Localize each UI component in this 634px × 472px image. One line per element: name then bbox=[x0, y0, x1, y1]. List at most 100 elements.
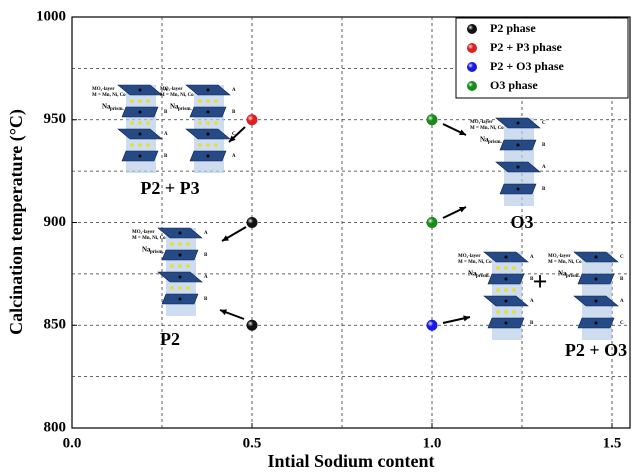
y-axis-label: Calcination temperature (°C) bbox=[6, 109, 27, 335]
chart: Intial Sodium content Calcination temper… bbox=[0, 0, 634, 472]
na-atom bbox=[138, 121, 142, 125]
annotation: O3 bbox=[510, 212, 533, 232]
na-atom bbox=[214, 143, 218, 147]
layer-label: MO₂-layer bbox=[132, 230, 155, 235]
layer-label: MO₂-layer bbox=[548, 254, 571, 259]
na-sub-label: prism. bbox=[110, 107, 125, 112]
legend-label: P2 + P3 phase bbox=[490, 40, 563, 54]
metal-atom bbox=[207, 111, 210, 114]
stacking-letter: C bbox=[542, 121, 546, 126]
legend-label: P2 + O3 phase bbox=[490, 59, 565, 73]
metal-atom bbox=[139, 89, 142, 92]
na-atom bbox=[178, 264, 182, 268]
metals-label: M = Mn, Ni, Co bbox=[458, 260, 492, 265]
na-atom bbox=[186, 264, 190, 268]
na-atom bbox=[512, 288, 516, 292]
metal-atom bbox=[139, 133, 142, 136]
metals-label: M = Mn, Ni, Co bbox=[92, 93, 126, 98]
na-atom bbox=[504, 310, 508, 314]
legend-highlight bbox=[467, 62, 477, 72]
na-atom bbox=[130, 99, 134, 103]
na-atom bbox=[214, 121, 218, 125]
na-atom bbox=[198, 143, 202, 147]
metal-atom bbox=[207, 155, 210, 158]
stacking-letter: A bbox=[232, 154, 236, 159]
x-axis-label: Intial Sodium content bbox=[267, 451, 434, 471]
y-tick-label: 800 bbox=[44, 419, 67, 435]
na-atom bbox=[186, 242, 190, 246]
legend-highlight bbox=[467, 43, 477, 53]
metal-atom bbox=[207, 133, 210, 136]
point-highlight bbox=[247, 114, 258, 125]
metals-label: M = Mn, Ni, Co bbox=[160, 93, 194, 98]
metal-atom bbox=[179, 254, 182, 257]
na-atom bbox=[146, 99, 150, 103]
y-tick-label: 900 bbox=[44, 214, 67, 230]
stacking-letter: B bbox=[164, 110, 168, 115]
metal-atom bbox=[505, 300, 508, 303]
stacking-letter: A bbox=[232, 88, 236, 93]
legend-label: O3 phase bbox=[490, 78, 538, 92]
metal-atom bbox=[505, 256, 508, 259]
stacking-letter: A bbox=[530, 255, 534, 260]
layer-label: MO₂-layer bbox=[470, 120, 493, 125]
metals-label: M = Mn, Ni, Co bbox=[470, 126, 504, 131]
legend-highlight bbox=[467, 24, 477, 34]
stacking-letter: A bbox=[542, 165, 546, 170]
metal-atom bbox=[139, 111, 142, 114]
na-atom bbox=[178, 242, 182, 246]
metal-atom bbox=[505, 322, 508, 325]
na-atom bbox=[214, 99, 218, 103]
point-highlight bbox=[427, 217, 438, 228]
na-atom bbox=[496, 288, 500, 292]
na-atom bbox=[130, 143, 134, 147]
stacking-letter: C bbox=[620, 321, 624, 326]
x-tick-label: 0.0 bbox=[63, 435, 82, 451]
metal-atom bbox=[179, 298, 182, 301]
na-atom bbox=[130, 121, 134, 125]
na-atom bbox=[496, 310, 500, 314]
plus-sign: + bbox=[533, 267, 548, 296]
na-sub-label: prism. bbox=[476, 274, 491, 279]
metal-atom bbox=[505, 278, 508, 281]
metal-atom bbox=[595, 256, 598, 259]
na-atom bbox=[206, 99, 210, 103]
layer-label: MO₂-layer bbox=[458, 254, 481, 259]
stacking-letter: A bbox=[204, 231, 208, 236]
x-tick-label: 1.0 bbox=[423, 435, 442, 451]
metal-atom bbox=[139, 155, 142, 158]
stacking-letter: A bbox=[164, 132, 168, 137]
point-highlight bbox=[427, 114, 438, 125]
na-atom bbox=[170, 242, 174, 246]
y-tick-label: 850 bbox=[44, 317, 67, 333]
metal-atom bbox=[595, 300, 598, 303]
na-atom bbox=[496, 266, 500, 270]
stacking-letter: A bbox=[620, 299, 624, 304]
metal-atom bbox=[595, 322, 598, 325]
point-highlight bbox=[247, 217, 258, 228]
metal-atom bbox=[517, 144, 520, 147]
y-tick-label: 950 bbox=[44, 111, 67, 127]
na-atom bbox=[206, 143, 210, 147]
metal-atom bbox=[179, 232, 182, 235]
stacking-letter: A bbox=[530, 299, 534, 304]
metals-label: M = Mn, Ni, Co bbox=[132, 236, 166, 241]
metal-atom bbox=[595, 278, 598, 281]
na-atom bbox=[198, 99, 202, 103]
na-atom bbox=[178, 286, 182, 290]
legend-highlight bbox=[467, 81, 477, 91]
legend-label: P2 phase bbox=[490, 21, 536, 35]
stacking-letter: B bbox=[530, 321, 534, 326]
metal-atom bbox=[179, 276, 182, 279]
y-tick-label: 1000 bbox=[36, 8, 66, 24]
metal-atom bbox=[517, 122, 520, 125]
na-atom bbox=[504, 288, 508, 292]
stacking-letter: B bbox=[620, 277, 624, 282]
na-atom bbox=[198, 121, 202, 125]
na-atom bbox=[170, 264, 174, 268]
